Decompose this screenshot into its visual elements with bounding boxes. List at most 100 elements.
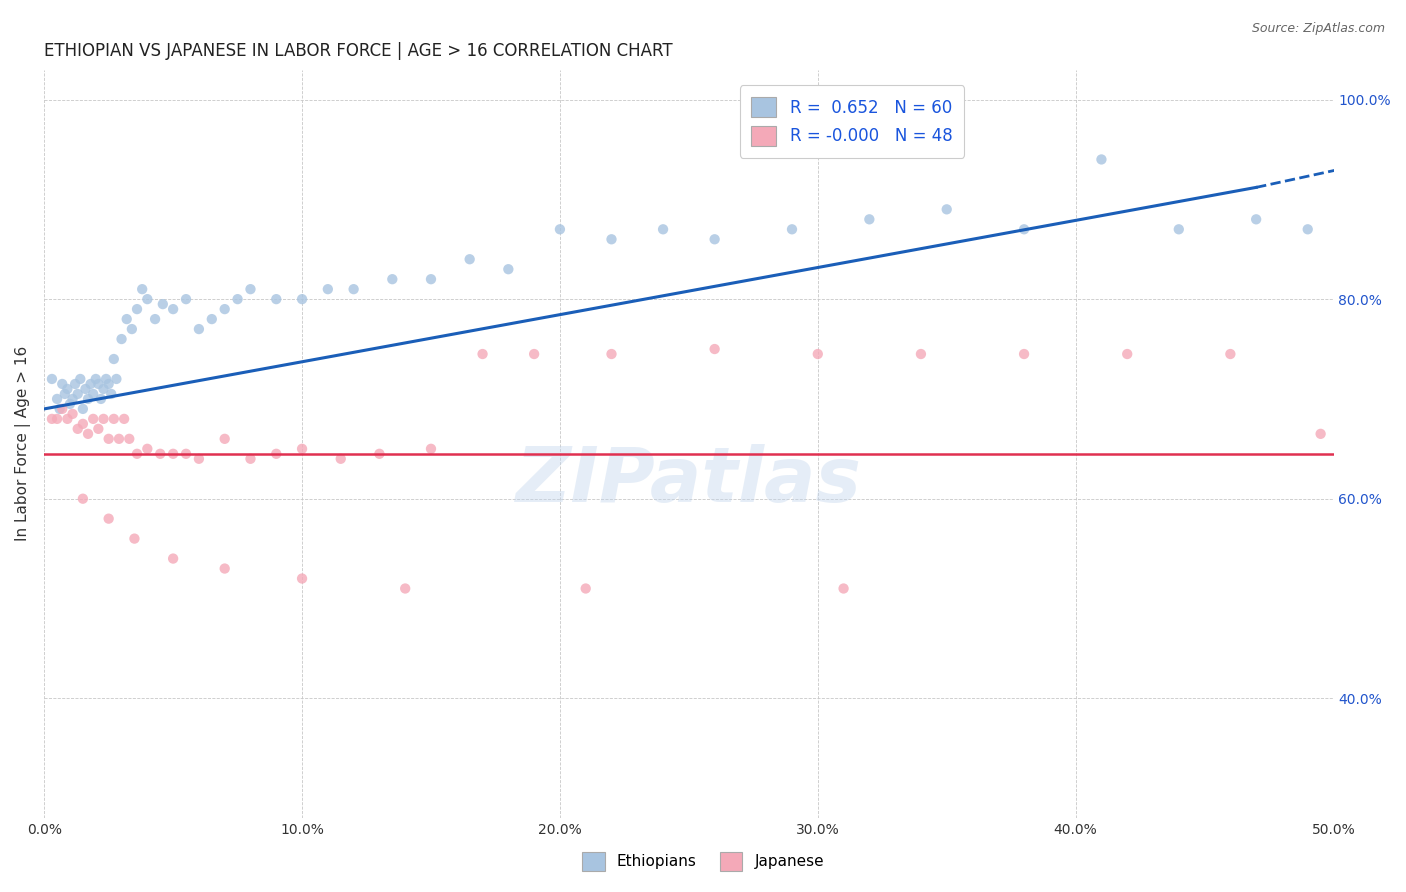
- Point: [381, 272, 404, 286]
- Point: [1167, 222, 1189, 236]
- Point: [143, 312, 166, 326]
- Point: [935, 202, 957, 217]
- Point: [72, 417, 94, 431]
- Point: [66, 387, 89, 401]
- Point: [214, 432, 236, 446]
- Point: [600, 232, 623, 246]
- Point: [858, 212, 880, 227]
- Point: [174, 447, 197, 461]
- Point: [46, 392, 69, 406]
- Point: [187, 451, 209, 466]
- Point: [214, 561, 236, 575]
- Point: [100, 387, 122, 401]
- Point: [124, 532, 146, 546]
- Point: [187, 322, 209, 336]
- Point: [149, 447, 172, 461]
- Point: [1309, 426, 1331, 441]
- Point: [72, 491, 94, 506]
- Point: [62, 407, 84, 421]
- Point: [780, 222, 803, 236]
- Point: [201, 312, 224, 326]
- Point: [51, 376, 73, 391]
- Point: [523, 347, 546, 361]
- Point: [63, 376, 86, 391]
- Point: [1012, 222, 1035, 236]
- Point: [105, 372, 128, 386]
- Point: [1219, 347, 1241, 361]
- Point: [97, 511, 120, 525]
- Y-axis label: In Labor Force | Age > 16: In Labor Force | Age > 16: [15, 346, 31, 541]
- Point: [1012, 347, 1035, 361]
- Point: [239, 282, 262, 296]
- Point: [125, 302, 148, 317]
- Point: [394, 582, 416, 596]
- Point: [53, 387, 76, 401]
- Point: [62, 392, 84, 406]
- Point: [162, 302, 184, 317]
- Point: [77, 392, 100, 406]
- Point: [103, 412, 125, 426]
- Point: [115, 312, 138, 326]
- Text: Source: ZipAtlas.com: Source: ZipAtlas.com: [1251, 22, 1385, 36]
- Legend: Ethiopians, Japanese: Ethiopians, Japanese: [572, 843, 834, 880]
- Point: [291, 442, 314, 456]
- Point: [575, 582, 598, 596]
- Point: [291, 292, 314, 306]
- Point: [82, 387, 104, 401]
- Point: [600, 347, 623, 361]
- Point: [1090, 153, 1112, 167]
- Point: [131, 282, 153, 296]
- Point: [652, 222, 675, 236]
- Point: [118, 432, 141, 446]
- Point: [51, 401, 73, 416]
- Point: [136, 442, 159, 456]
- Point: [66, 422, 89, 436]
- Point: [56, 382, 79, 396]
- Point: [84, 372, 107, 386]
- Point: [136, 292, 159, 306]
- Point: [226, 292, 249, 306]
- Point: [343, 282, 366, 296]
- Point: [152, 297, 174, 311]
- Point: [832, 582, 855, 596]
- Point: [420, 272, 443, 286]
- Point: [316, 282, 339, 296]
- Point: [87, 376, 110, 391]
- Point: [291, 572, 314, 586]
- Point: [125, 447, 148, 461]
- Point: [75, 382, 97, 396]
- Point: [239, 451, 262, 466]
- Point: [103, 351, 125, 366]
- Point: [548, 222, 571, 236]
- Point: [41, 372, 63, 386]
- Text: ZIPatlas: ZIPatlas: [516, 444, 862, 518]
- Point: [703, 342, 725, 356]
- Point: [458, 252, 481, 267]
- Point: [264, 292, 287, 306]
- Point: [162, 447, 184, 461]
- Legend: R =  0.652   N = 60, R = -0.000   N = 48: R = 0.652 N = 60, R = -0.000 N = 48: [740, 86, 965, 158]
- Point: [498, 262, 520, 277]
- Point: [471, 347, 494, 361]
- Point: [264, 447, 287, 461]
- Text: ETHIOPIAN VS JAPANESE IN LABOR FORCE | AGE > 16 CORRELATION CHART: ETHIOPIAN VS JAPANESE IN LABOR FORCE | A…: [44, 42, 673, 60]
- Point: [420, 442, 443, 456]
- Point: [46, 412, 69, 426]
- Point: [87, 422, 110, 436]
- Point: [112, 412, 135, 426]
- Point: [1296, 222, 1319, 236]
- Point: [77, 426, 100, 441]
- Point: [108, 432, 131, 446]
- Point: [807, 347, 830, 361]
- Point: [72, 401, 94, 416]
- Point: [93, 412, 115, 426]
- Point: [90, 392, 112, 406]
- Point: [368, 447, 391, 461]
- Point: [162, 551, 184, 566]
- Point: [214, 302, 236, 317]
- Point: [1116, 347, 1139, 361]
- Point: [41, 412, 63, 426]
- Point: [82, 412, 104, 426]
- Point: [97, 432, 120, 446]
- Point: [329, 451, 352, 466]
